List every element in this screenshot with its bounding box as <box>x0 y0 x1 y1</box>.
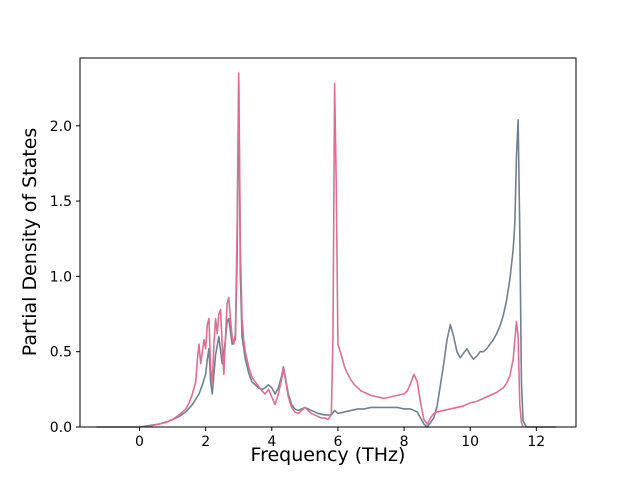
y-tick-label: 1.5 <box>50 194 72 210</box>
x-tick-label: 6 <box>333 434 342 450</box>
x-tick-label: 10 <box>461 434 479 450</box>
y-tick-label: 0.0 <box>50 420 72 436</box>
x-tick-label: 0 <box>135 434 144 450</box>
series-line-pdos-pink <box>145 72 524 428</box>
x-axis-label: Frequency (THz) <box>250 444 406 466</box>
series-line-pdos-gray <box>96 79 557 428</box>
x-tick-label: 12 <box>527 434 545 450</box>
axes-frame <box>79 57 577 428</box>
x-tick-label: 2 <box>201 434 210 450</box>
x-tick-label: 4 <box>267 434 276 450</box>
y-tick-label: 2.0 <box>50 119 72 135</box>
y-axis-label: Partial Density of States <box>19 127 41 357</box>
y-tick-label: 1.0 <box>50 269 72 285</box>
x-tick-label: 8 <box>400 434 409 450</box>
y-tick-label: 0.5 <box>50 345 72 361</box>
